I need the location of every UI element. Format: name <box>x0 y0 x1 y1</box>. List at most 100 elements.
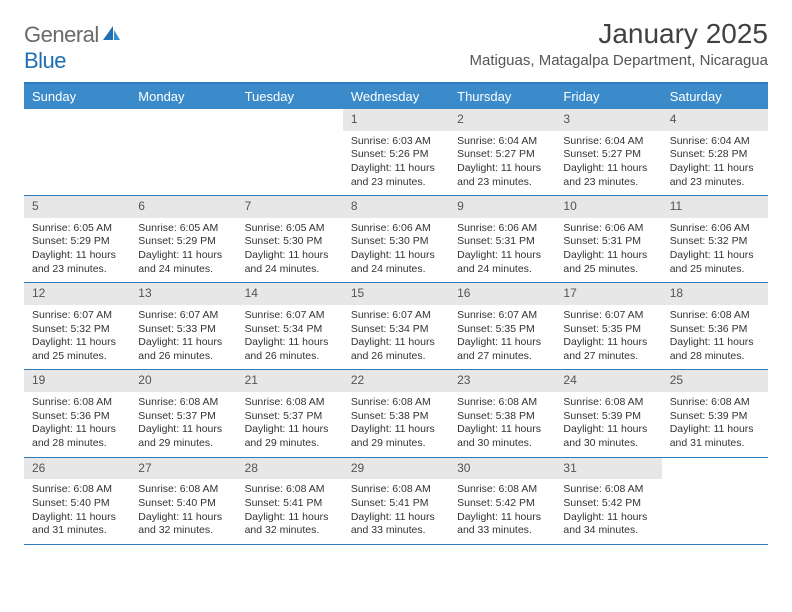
day-details: Sunrise: 6:08 AMSunset: 5:39 PMDaylight:… <box>662 392 768 457</box>
daylight-text: and 24 minutes. <box>138 263 228 277</box>
daylight-text: and 30 minutes. <box>563 437 653 451</box>
daylight-text: and 24 minutes. <box>457 263 547 277</box>
daylight-text: Daylight: 11 hours <box>457 249 547 263</box>
day-cell: 24Sunrise: 6:08 AMSunset: 5:39 PMDayligh… <box>555 370 661 456</box>
day-number: 23 <box>449 370 555 392</box>
sunset-text: Sunset: 5:30 PM <box>245 235 335 249</box>
sunrise-text: Sunrise: 6:08 AM <box>351 396 441 410</box>
day-details: Sunrise: 6:08 AMSunset: 5:42 PMDaylight:… <box>555 479 661 544</box>
day-cell: 14Sunrise: 6:07 AMSunset: 5:34 PMDayligh… <box>237 283 343 369</box>
sunset-text: Sunset: 5:39 PM <box>670 410 760 424</box>
daylight-text: Daylight: 11 hours <box>245 511 335 525</box>
day-number: 10 <box>555 196 661 218</box>
day-cell: 18Sunrise: 6:08 AMSunset: 5:36 PMDayligh… <box>662 283 768 369</box>
day-cell <box>24 109 130 195</box>
daylight-text: Daylight: 11 hours <box>351 162 441 176</box>
daylight-text: Daylight: 11 hours <box>351 511 441 525</box>
sunset-text: Sunset: 5:38 PM <box>351 410 441 424</box>
day-number: 25 <box>662 370 768 392</box>
day-number: 3 <box>555 109 661 131</box>
week-row: 26Sunrise: 6:08 AMSunset: 5:40 PMDayligh… <box>24 458 768 545</box>
day-number <box>24 109 130 131</box>
daylight-text: Daylight: 11 hours <box>670 423 760 437</box>
sunrise-text: Sunrise: 6:08 AM <box>457 483 547 497</box>
daylight-text: and 27 minutes. <box>563 350 653 364</box>
day-of-week-header: Sunday Monday Tuesday Wednesday Thursday… <box>24 84 768 109</box>
day-cell: 19Sunrise: 6:08 AMSunset: 5:36 PMDayligh… <box>24 370 130 456</box>
sunrise-text: Sunrise: 6:06 AM <box>457 222 547 236</box>
day-details: Sunrise: 6:08 AMSunset: 5:42 PMDaylight:… <box>449 479 555 544</box>
calendar-page: General Blue January 2025 Matiguas, Mata… <box>0 0 792 563</box>
day-details: Sunrise: 6:05 AMSunset: 5:30 PMDaylight:… <box>237 218 343 283</box>
daylight-text: and 28 minutes. <box>32 437 122 451</box>
daylight-text: Daylight: 11 hours <box>138 423 228 437</box>
day-number: 12 <box>24 283 130 305</box>
sunrise-text: Sunrise: 6:08 AM <box>457 396 547 410</box>
sunrise-text: Sunrise: 6:04 AM <box>670 135 760 149</box>
sunset-text: Sunset: 5:32 PM <box>670 235 760 249</box>
sunrise-text: Sunrise: 6:08 AM <box>670 309 760 323</box>
day-number: 17 <box>555 283 661 305</box>
day-details: Sunrise: 6:03 AMSunset: 5:26 PMDaylight:… <box>343 131 449 196</box>
day-number: 31 <box>555 458 661 480</box>
sunrise-text: Sunrise: 6:04 AM <box>457 135 547 149</box>
day-number: 8 <box>343 196 449 218</box>
day-number: 15 <box>343 283 449 305</box>
daylight-text: Daylight: 11 hours <box>32 423 122 437</box>
day-cell: 3Sunrise: 6:04 AMSunset: 5:27 PMDaylight… <box>555 109 661 195</box>
day-cell: 22Sunrise: 6:08 AMSunset: 5:38 PMDayligh… <box>343 370 449 456</box>
day-details: Sunrise: 6:08 AMSunset: 5:41 PMDaylight:… <box>237 479 343 544</box>
daylight-text: and 23 minutes. <box>351 176 441 190</box>
day-cell: 11Sunrise: 6:06 AMSunset: 5:32 PMDayligh… <box>662 196 768 282</box>
day-details: Sunrise: 6:08 AMSunset: 5:37 PMDaylight:… <box>237 392 343 457</box>
day-cell: 4Sunrise: 6:04 AMSunset: 5:28 PMDaylight… <box>662 109 768 195</box>
day-number <box>237 109 343 131</box>
daylight-text: Daylight: 11 hours <box>32 511 122 525</box>
day-number: 28 <box>237 458 343 480</box>
day-details: Sunrise: 6:04 AMSunset: 5:28 PMDaylight:… <box>662 131 768 196</box>
day-number: 20 <box>130 370 236 392</box>
sunset-text: Sunset: 5:29 PM <box>138 235 228 249</box>
sunrise-text: Sunrise: 6:06 AM <box>670 222 760 236</box>
day-number: 24 <box>555 370 661 392</box>
daylight-text: and 23 minutes. <box>32 263 122 277</box>
day-number: 19 <box>24 370 130 392</box>
brand-name-b: Blue <box>24 48 66 73</box>
sunset-text: Sunset: 5:27 PM <box>563 148 653 162</box>
day-number: 6 <box>130 196 236 218</box>
sunset-text: Sunset: 5:40 PM <box>32 497 122 511</box>
daylight-text: and 23 minutes. <box>563 176 653 190</box>
sunrise-text: Sunrise: 6:05 AM <box>245 222 335 236</box>
week-row: 19Sunrise: 6:08 AMSunset: 5:36 PMDayligh… <box>24 370 768 457</box>
week-row: 12Sunrise: 6:07 AMSunset: 5:32 PMDayligh… <box>24 283 768 370</box>
day-details: Sunrise: 6:08 AMSunset: 5:36 PMDaylight:… <box>662 305 768 370</box>
daylight-text: and 29 minutes. <box>138 437 228 451</box>
daylight-text: Daylight: 11 hours <box>457 423 547 437</box>
sunrise-text: Sunrise: 6:04 AM <box>563 135 653 149</box>
daylight-text: and 23 minutes. <box>457 176 547 190</box>
day-cell: 29Sunrise: 6:08 AMSunset: 5:41 PMDayligh… <box>343 458 449 544</box>
sunset-text: Sunset: 5:30 PM <box>351 235 441 249</box>
sunrise-text: Sunrise: 6:05 AM <box>138 222 228 236</box>
day-details: Sunrise: 6:04 AMSunset: 5:27 PMDaylight:… <box>449 131 555 196</box>
sunset-text: Sunset: 5:40 PM <box>138 497 228 511</box>
daylight-text: and 32 minutes. <box>138 524 228 538</box>
daylight-text: Daylight: 11 hours <box>32 249 122 263</box>
sunrise-text: Sunrise: 6:05 AM <box>32 222 122 236</box>
daylight-text: Daylight: 11 hours <box>351 249 441 263</box>
title-block: January 2025 Matiguas, Matagalpa Departm… <box>470 18 769 69</box>
day-details: Sunrise: 6:06 AMSunset: 5:31 PMDaylight:… <box>449 218 555 283</box>
daylight-text: Daylight: 11 hours <box>32 336 122 350</box>
day-details: Sunrise: 6:06 AMSunset: 5:32 PMDaylight:… <box>662 218 768 283</box>
dow-tuesday: Tuesday <box>237 84 343 109</box>
dow-monday: Monday <box>130 84 236 109</box>
day-cell: 13Sunrise: 6:07 AMSunset: 5:33 PMDayligh… <box>130 283 236 369</box>
sunset-text: Sunset: 5:26 PM <box>351 148 441 162</box>
day-number: 22 <box>343 370 449 392</box>
daylight-text: and 28 minutes. <box>670 350 760 364</box>
daylight-text: and 27 minutes. <box>457 350 547 364</box>
sunrise-text: Sunrise: 6:03 AM <box>351 135 441 149</box>
daylight-text: and 30 minutes. <box>457 437 547 451</box>
sunset-text: Sunset: 5:33 PM <box>138 323 228 337</box>
day-details: Sunrise: 6:08 AMSunset: 5:39 PMDaylight:… <box>555 392 661 457</box>
